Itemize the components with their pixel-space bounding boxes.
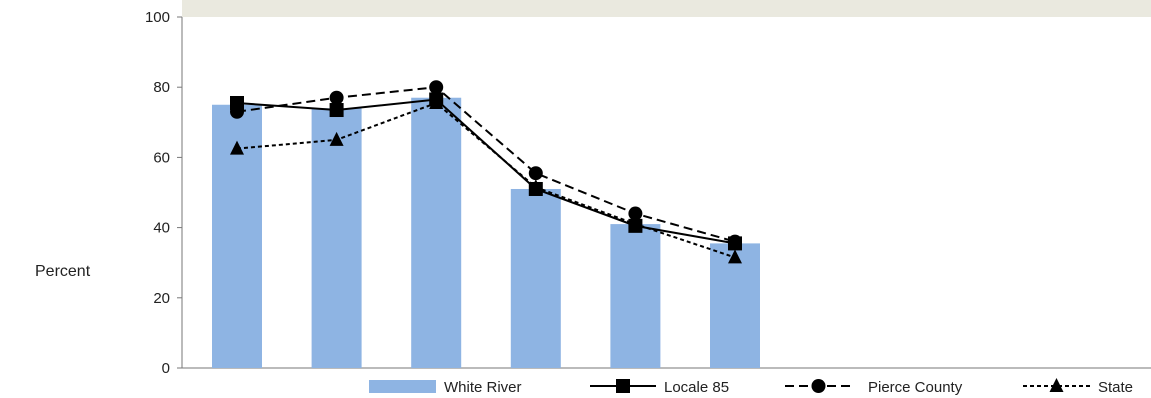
bar-white-river xyxy=(610,224,661,368)
y-tick-label: 60 xyxy=(153,149,170,166)
point-pierce-county xyxy=(528,166,543,181)
legend-marker-locale-85 xyxy=(616,379,630,393)
legend-label-locale-85: Locale 85 xyxy=(664,379,729,396)
point-pierce-county xyxy=(429,80,444,95)
y-axis-ticks: 0 20 40 60 80 100 xyxy=(145,9,182,377)
point-pierce-county xyxy=(628,206,643,221)
point-pierce-county xyxy=(329,90,344,105)
point-state xyxy=(728,249,742,264)
y-tick-label: 100 xyxy=(145,9,170,26)
legend-swatch-white-river xyxy=(369,380,436,393)
bar-white-river xyxy=(510,188,561,368)
y-tick-label: 40 xyxy=(153,220,170,237)
legend: White River Locale 85 Pierce County State xyxy=(369,378,1133,396)
point-pierce-county xyxy=(728,234,742,249)
bar-white-river xyxy=(710,243,760,368)
legend-marker-pierce-county xyxy=(811,379,826,393)
bar-series xyxy=(212,97,760,368)
point-state xyxy=(329,131,344,146)
y-tick-label: 20 xyxy=(153,290,170,307)
legend-label-state: State xyxy=(1098,379,1133,396)
point-state xyxy=(429,94,444,109)
bar-white-river xyxy=(311,108,362,368)
y-tick-label: 80 xyxy=(153,79,170,96)
point-state xyxy=(230,140,244,155)
point-state xyxy=(528,179,543,194)
line-pierce-county xyxy=(236,86,736,243)
point-locale-85 xyxy=(329,103,344,118)
y-axis-label: Percent xyxy=(35,263,91,280)
bar-white-river xyxy=(411,97,462,368)
legend-label-pierce-county: Pierce County xyxy=(868,379,963,396)
header-band xyxy=(182,0,1151,17)
line-series xyxy=(230,80,742,264)
y-tick-label: 0 xyxy=(162,360,170,377)
legend-label-white-river: White River xyxy=(444,379,522,396)
point-state xyxy=(628,216,643,231)
point-pierce-county xyxy=(230,104,244,119)
legend-marker-state xyxy=(1049,378,1064,392)
line-locale-85 xyxy=(236,98,736,245)
